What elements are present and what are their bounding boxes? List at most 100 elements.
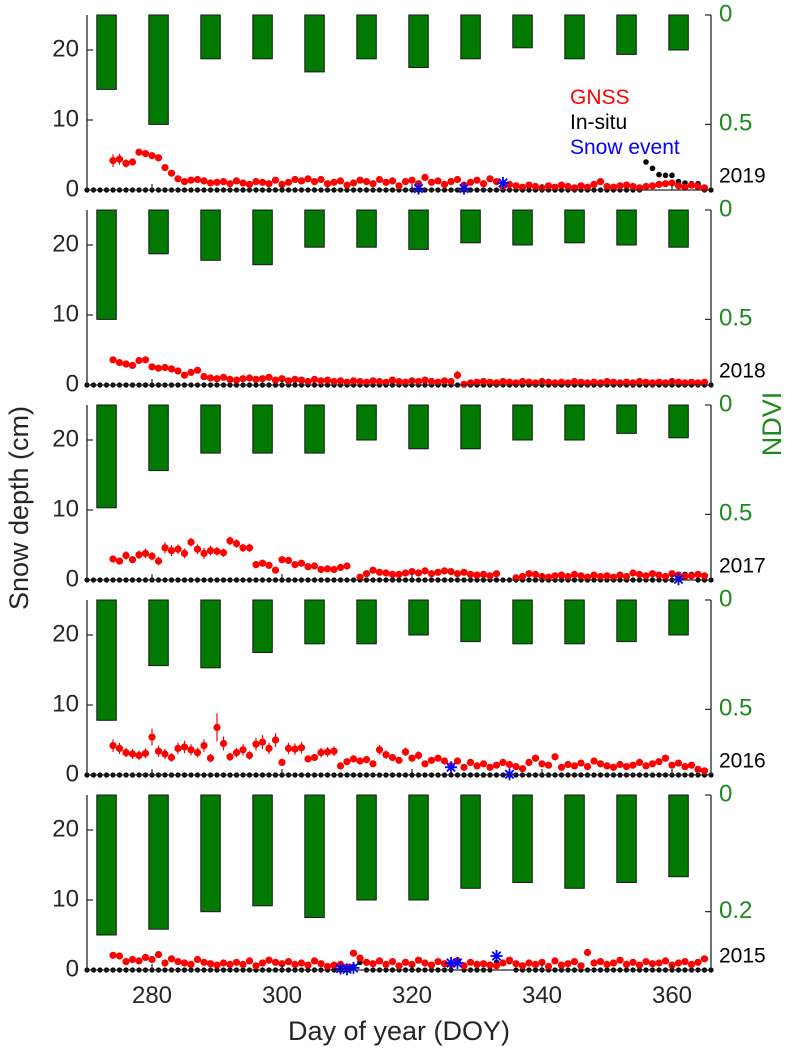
gnss-point [590,757,597,764]
gnss-point [317,566,324,573]
gnss-point [233,959,240,966]
x-tick-label: 300 [262,982,302,1009]
gnss-point [122,958,129,965]
gnss-point [369,377,376,384]
x-tick-label: 360 [652,982,692,1009]
gnss-point [532,755,539,762]
insitu-point [643,159,649,165]
snow-event-marker [413,183,425,195]
y-tick-label: 0 [66,760,79,787]
gnss-point [239,746,246,753]
gnss-point [480,571,487,578]
ndvi-bar [305,15,325,72]
gnss-point [161,959,168,966]
ndvi-tick-label: 0 [719,585,732,612]
gnss-point [701,767,708,774]
gnss-point [655,572,662,579]
gnss-point [701,572,708,579]
gnss-point [616,182,623,189]
gnss-point [116,745,123,752]
gnss-point [623,763,630,770]
gnss-point [252,178,259,185]
gnss-point [324,748,331,755]
insitu-point [663,173,669,179]
ndvi-bar [357,210,377,247]
gnss-point [343,182,350,189]
ndvi-bar [149,15,169,124]
gnss-point [174,367,181,374]
ndvi-bar [201,795,221,912]
gnss-point [473,572,480,579]
ndvi-bar [409,600,429,635]
gnss-point [369,760,376,767]
gnss-point [428,179,435,186]
gnss-point [486,175,493,182]
gnss-point [421,760,428,767]
gnss-point [519,765,526,772]
gnss-point [421,377,428,384]
y-tick-label: 10 [52,690,79,717]
gnss-point [447,178,454,185]
ndvi-bar [513,210,533,245]
gnss-point [571,571,578,578]
gnss-point [688,961,695,968]
gnss-point [116,558,123,565]
gnss-point [272,377,279,384]
gnss-point [311,754,318,761]
gnss-point [395,378,402,385]
y-tick-label: 0 [66,175,79,202]
ndvi-bar [149,210,169,254]
gnss-point [350,755,357,762]
x-tick-label: 280 [132,982,172,1009]
gnss-point [181,743,188,750]
gnss-point [148,553,155,560]
gnss-point [168,955,175,962]
gnss-point [603,572,610,579]
ndvi-bar [565,405,585,440]
gnss-point [571,762,578,769]
gnss-point [376,957,383,964]
gnss-point [337,762,344,769]
ndvi-bar [149,795,169,929]
gnss-point [447,568,454,575]
gnss-point [220,549,227,556]
y-axis-title-left: Snow depth (cm) [4,406,34,610]
gnss-point [649,960,656,967]
gnss-point [252,741,259,748]
gnss-point [389,377,396,384]
gnss-point [584,763,591,770]
gnss-point [129,956,136,963]
gnss-point [330,378,337,385]
gnss-point [148,956,155,963]
ndvi-bar [97,795,117,935]
gnss-point [220,959,227,966]
insitu-point [656,172,662,178]
gnss-point [135,752,142,759]
gnss-point [694,766,701,773]
ndvi-bar [201,600,221,668]
gnss-point [499,959,506,966]
gnss-point [226,961,233,968]
panel-2015: 0102000.22015 [52,780,765,982]
gnss-point [122,552,129,559]
gnss-point [304,563,311,570]
gnss-point [642,183,649,190]
gnss-point [350,950,357,957]
gnss-point [421,174,428,181]
ndvi-bar [357,15,377,59]
gnss-point [155,748,162,755]
panel-2017: 0102000.52017 [52,390,765,592]
gnss-point [337,377,344,384]
gnss-point [356,378,363,385]
gnss-point [207,374,214,381]
gnss-point [564,573,571,580]
gnss-point [434,958,441,965]
x-axis-title: Day of year (DOY) [288,1016,510,1046]
insitu-point [669,173,675,179]
gnss-point [129,556,136,563]
gnss-point [285,745,292,752]
gnss-point [525,182,532,189]
gnss-point [408,177,415,184]
gnss-point [460,569,467,576]
gnss-point [499,759,506,766]
